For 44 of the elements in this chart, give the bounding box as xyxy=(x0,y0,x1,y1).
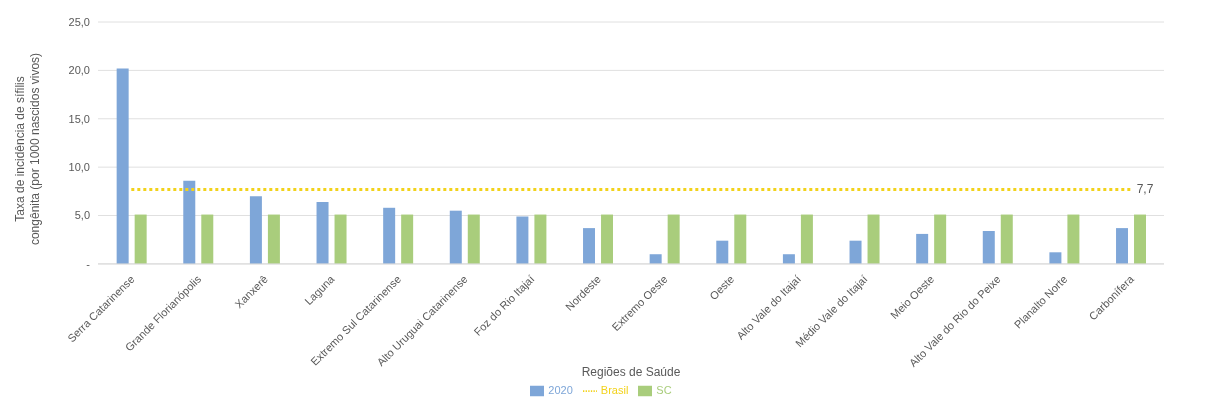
bar xyxy=(467,214,480,264)
bar xyxy=(249,196,262,264)
bar xyxy=(316,201,329,264)
bar xyxy=(1134,214,1147,264)
bar xyxy=(716,240,729,264)
bar xyxy=(183,180,196,264)
bar xyxy=(583,228,596,264)
bar xyxy=(849,240,862,264)
bar xyxy=(201,214,214,264)
legend-label: Brasil xyxy=(600,383,629,396)
legend-label: SC xyxy=(656,383,672,396)
bar xyxy=(267,214,280,264)
y-tick-label: 15,0 xyxy=(68,112,90,125)
data-label: 7,7 xyxy=(1136,182,1154,197)
bar xyxy=(116,68,129,264)
bar xyxy=(383,207,396,264)
y-tick-label: 5,0 xyxy=(74,209,90,222)
bar xyxy=(601,214,614,264)
y-axis-title: Taxa de incidência de sífilis congênita (por 1000 nascidos vivos) xyxy=(13,52,42,246)
bar xyxy=(934,214,947,264)
bar xyxy=(649,254,662,264)
bar xyxy=(867,214,880,264)
x-axis-title: Regiões de Saúde xyxy=(581,364,681,379)
bar xyxy=(401,214,414,264)
bar xyxy=(982,231,995,264)
bar xyxy=(516,216,529,264)
bar xyxy=(916,233,929,264)
bar xyxy=(782,254,795,264)
bar xyxy=(734,214,747,264)
bar xyxy=(1116,228,1129,264)
bar xyxy=(534,214,547,264)
bar xyxy=(134,214,147,264)
bar xyxy=(800,214,813,264)
bar xyxy=(449,210,462,264)
bar xyxy=(1000,214,1013,264)
legend-label: 2020 xyxy=(548,383,573,396)
y-tick-label: - xyxy=(86,257,91,270)
bar xyxy=(334,214,347,264)
bar xyxy=(1049,252,1062,264)
bar xyxy=(667,214,680,264)
y-tick-label: 10,0 xyxy=(68,161,90,174)
y-tick-label: 25,0 xyxy=(68,15,90,28)
bar xyxy=(1067,214,1080,264)
y-tick-label: 20,0 xyxy=(68,64,90,77)
